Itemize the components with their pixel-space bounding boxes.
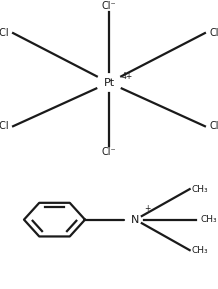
Text: CH₃: CH₃: [192, 185, 208, 194]
Text: +: +: [144, 204, 150, 213]
Text: Cl⁻: Cl⁻: [209, 28, 218, 38]
Text: Cl⁻: Cl⁻: [102, 1, 116, 10]
Text: CH₃: CH₃: [201, 215, 217, 224]
Text: CH₃: CH₃: [192, 246, 208, 255]
Text: ⁻Cl: ⁻Cl: [0, 28, 9, 38]
Text: Pt: Pt: [103, 78, 115, 88]
Text: 4+: 4+: [122, 72, 133, 81]
Text: Cl⁻: Cl⁻: [209, 121, 218, 131]
Text: N: N: [131, 215, 139, 225]
Text: ⁻Cl: ⁻Cl: [0, 121, 9, 131]
Text: Cl⁻: Cl⁻: [102, 147, 116, 157]
